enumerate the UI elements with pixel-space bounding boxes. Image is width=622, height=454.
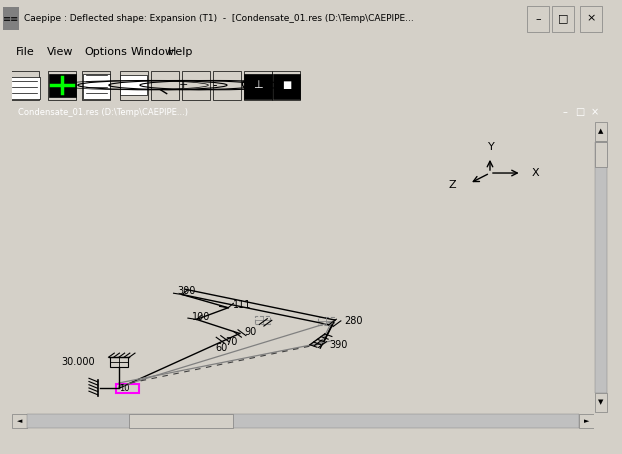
Bar (595, 142, 607, 167)
Text: 111: 111 (233, 301, 251, 311)
Bar (580, 5, 602, 32)
Bar (273, 74, 300, 99)
Bar (0, 36, 12, 429)
Bar (10, 77, 40, 99)
Text: X: X (532, 168, 540, 178)
Bar (11, 71, 39, 99)
Bar (595, 122, 607, 141)
Text: ↺: ↺ (239, 76, 253, 94)
Bar (82, 71, 111, 99)
Text: ▲: ▲ (598, 128, 603, 134)
Bar (3, 7, 19, 30)
Bar (244, 74, 272, 99)
Text: ▼: ▼ (598, 400, 603, 405)
Text: 90: 90 (244, 327, 256, 337)
Text: Help: Help (168, 46, 193, 57)
Text: 100: 100 (192, 311, 210, 321)
Text: Y: Y (488, 142, 494, 152)
Bar (255, 316, 270, 324)
Bar (595, 393, 607, 412)
Text: ►: ► (584, 418, 589, 424)
Text: □: □ (558, 14, 568, 24)
Bar (0, 36, 12, 429)
Text: ×: × (590, 107, 598, 118)
Text: -: - (212, 79, 217, 92)
Text: 10: 10 (119, 384, 130, 393)
Text: 300: 300 (177, 286, 196, 296)
Text: ◄: ◄ (17, 418, 22, 424)
Bar (213, 71, 241, 99)
Text: File: File (16, 46, 34, 57)
Bar (527, 5, 549, 32)
Bar (119, 71, 148, 99)
Bar (580, 414, 594, 428)
Bar (608, 36, 622, 429)
Text: +: + (179, 80, 188, 90)
Bar (83, 74, 110, 99)
Bar (182, 71, 210, 99)
Bar (0, 429, 622, 454)
Bar (552, 5, 574, 32)
Text: View: View (47, 46, 73, 57)
Text: ■: ■ (282, 80, 291, 90)
Bar (12, 414, 27, 428)
Bar (109, 357, 128, 366)
Bar (49, 74, 76, 97)
Text: –: – (562, 107, 567, 118)
Text: 70: 70 (225, 337, 238, 347)
Text: –: – (535, 14, 541, 24)
Text: Z: Z (448, 180, 456, 190)
Bar (120, 75, 147, 95)
Bar (116, 384, 139, 393)
Text: 30.000: 30.000 (62, 357, 95, 367)
Text: 390: 390 (329, 340, 347, 350)
Text: Options: Options (84, 46, 127, 57)
Text: Condensate_01.res (D:\Temp\CAEPIPE...): Condensate_01.res (D:\Temp\CAEPIPE...) (18, 108, 188, 117)
Bar (608, 36, 622, 429)
Bar (129, 414, 233, 428)
Text: ⊥: ⊥ (253, 80, 263, 90)
Text: 280: 280 (345, 316, 363, 326)
Text: ×: × (586, 14, 596, 24)
Bar (318, 317, 334, 325)
Text: □: □ (575, 107, 584, 118)
Bar (49, 71, 77, 99)
Text: 60: 60 (216, 343, 228, 353)
Text: Caepipe : Deflected shape: Expansion (T1)  -  [Condensate_01.res (D:\Temp\CAEPIP: Caepipe : Deflected shape: Expansion (T1… (24, 14, 414, 23)
Text: ≡≡: ≡≡ (3, 14, 19, 24)
Bar (151, 71, 179, 99)
Text: Window: Window (131, 46, 175, 57)
Bar (0, 429, 622, 454)
Bar (272, 71, 300, 99)
Bar (595, 142, 607, 393)
Bar (244, 71, 272, 99)
